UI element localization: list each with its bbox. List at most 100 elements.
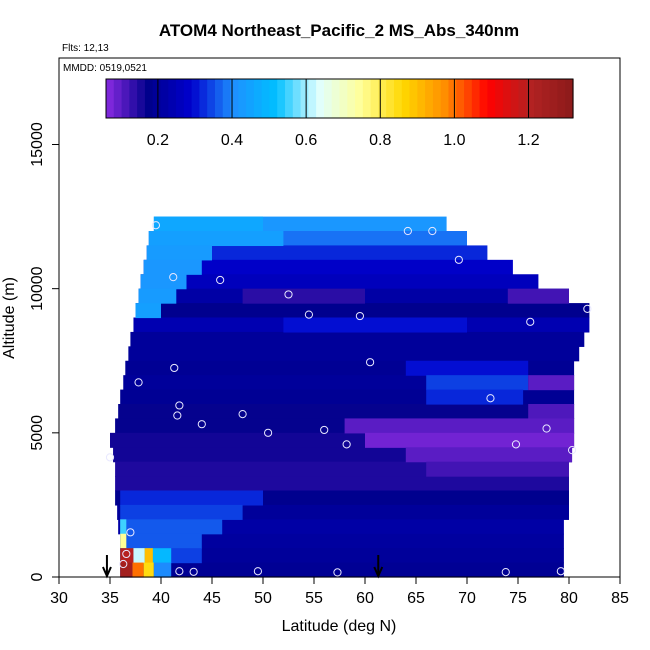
x-tick-label: 40 [152,590,170,607]
colorbar-tick-label: 1.0 [443,132,465,149]
data-point [126,528,135,537]
data-point [366,358,375,367]
data-point [119,559,128,569]
heatmap-cells [110,216,590,578]
heatmap-cell [120,533,127,549]
colorbar-swatch [121,79,130,118]
data-point [134,378,143,387]
colorbar-swatch [355,79,364,118]
heatmap-cell [426,461,569,477]
heatmap-cell [426,375,529,391]
colorbar-swatch [176,79,185,118]
y-tick-label: 10000 [29,266,46,311]
heatmap-cell [120,562,133,578]
heatmap-cell [120,548,564,564]
colorbar-swatch [541,79,551,118]
data-point [264,428,273,437]
colorbar-swatch [331,79,341,118]
data-point [175,567,184,576]
data-point [486,394,495,403]
heatmap-cell [120,490,263,506]
colorbar-frame [105,78,574,119]
flight-arrows [102,555,384,579]
colorbar-swatch [401,79,411,118]
heatmap-cell [153,216,263,232]
heatmap-cell [120,533,202,549]
heatmap-cell [153,562,172,578]
mmdd-label: MMDD: 0519,0521 [63,63,147,74]
colorbar-swatch [495,79,504,118]
heatmap-cell [283,317,467,333]
colorbar-swatch [191,79,200,118]
colorbar-swatch [113,79,123,118]
colorbar-swatch [261,79,271,118]
data-point [189,567,198,576]
heatmap-cell [140,274,187,290]
colorbar-swatch [370,79,380,118]
heatmap-cell [135,303,161,319]
data-point [342,440,351,449]
colorbar-tick-label: 0.8 [369,132,391,149]
colorbar-swatch [285,79,294,118]
heatmap-cell [120,519,223,535]
heatmap-cell [146,245,212,261]
x-tick-label: 30 [50,590,68,607]
data-point [105,453,115,462]
data-point [216,275,225,285]
colorbar-swatch [534,79,543,118]
x-tick-label: 55 [305,590,323,607]
data-point [428,226,437,236]
heatmap-cell [507,288,569,304]
heatmap-cell [344,418,575,434]
flight-arrowhead [373,566,384,579]
data-point [238,409,247,419]
heatmap-cell [143,562,154,578]
heatmap-cell [130,331,585,347]
colorbar-swatch [230,79,239,118]
colorbar-swatch [425,79,434,118]
data-point [501,567,510,577]
x-axis-label: Latitude (deg N) [282,618,397,635]
data-point [333,568,342,577]
heatmap-cell [148,231,284,247]
colorbar-swatch [129,79,138,118]
colorbar-swatch [214,79,224,118]
heatmap-cell [115,476,569,492]
colorbar-swatch [510,79,520,118]
data-point [304,310,313,319]
heatmap-cell [426,389,524,405]
x-tick-label: 50 [254,590,272,607]
colorbar-swatch [168,79,177,118]
colorbar-tick-label: 0.6 [295,132,317,149]
x-tick-label: 85 [611,590,629,607]
x-tick-label: 45 [203,590,221,607]
y-tick-label: 0 [29,572,46,581]
heatmap-cell [128,346,580,362]
heatmap-cell [118,404,575,420]
x-axis: 30 35 40 45 50 55 60 65 70 75 80 85 [50,577,629,607]
data-point [556,567,565,576]
colorbar-swatch [160,79,169,118]
heatmap-cell [120,533,564,549]
colorbar-swatch [502,79,512,118]
colorbar-tick-label: 0.2 [147,132,169,149]
colorbar-swatch [277,79,286,118]
heatmap-cell [140,274,539,290]
colorbar-tick-label: 0.4 [221,132,243,149]
heatmap-cell [135,303,590,319]
heatmap-cell [143,259,202,275]
data-point [173,411,182,420]
colorbar-swatch [448,79,457,118]
colorbar-swatch [479,79,488,118]
flights-label: Flts: 12,13 [62,43,109,54]
data-point [320,425,329,435]
data-point [122,549,131,559]
heatmap-cell [120,519,127,535]
heatmap-cell [528,404,575,420]
data-point [567,446,577,455]
colorbar-swatch [292,79,302,118]
y-axis-label: Altitude (m) [1,277,18,359]
data-point [583,304,592,313]
heatmap-cell [405,447,573,463]
